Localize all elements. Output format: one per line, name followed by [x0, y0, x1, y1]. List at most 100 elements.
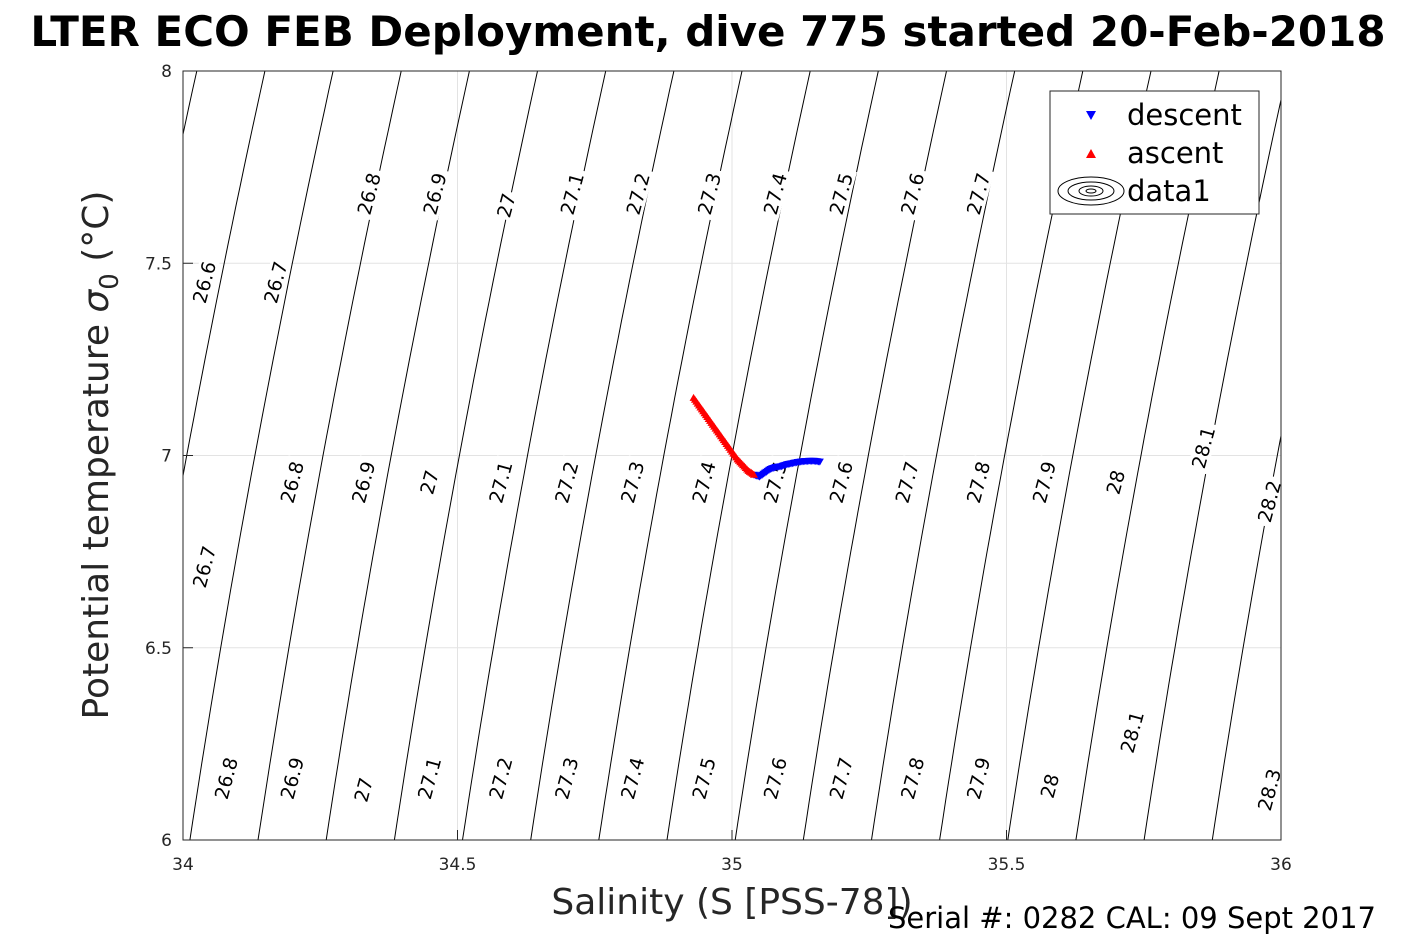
contour-label-bg-9 — [824, 167, 857, 221]
contour-label-bg-10 — [896, 167, 929, 221]
contour-label-bg-36 — [758, 751, 792, 805]
contour-label-14: 27 — [415, 466, 444, 499]
legend-descent-label: descent — [1127, 98, 1242, 132]
legend-ascent-marker — [1086, 149, 1096, 158]
contour-label-text-41: 28.1 — [1117, 709, 1149, 756]
contour-label-text-0: 26.6 — [189, 259, 221, 306]
contour-label-16: 27.2 — [550, 455, 583, 509]
contour-label-23: 27.9 — [1027, 455, 1061, 509]
contour-label-bg-16 — [550, 455, 583, 509]
contour-label-31: 27.1 — [413, 751, 446, 805]
contour-label-bg-38 — [896, 751, 929, 805]
contour-label-7: 27.3 — [692, 167, 726, 221]
contour-label-bg-20 — [824, 455, 857, 509]
contour-label-text-31: 27.1 — [414, 755, 446, 802]
contour-label-bg-8 — [758, 167, 792, 221]
contour-label-40: 28 — [1036, 769, 1064, 803]
contour-label-32: 27.2 — [484, 751, 518, 805]
contour-label-29: 26.9 — [275, 751, 309, 805]
contour-label-2: 26.8 — [352, 167, 386, 221]
contour-label-bg-35 — [687, 751, 720, 805]
y-tick-label-4: 8 — [161, 62, 172, 82]
contour-label-text-21: 27.7 — [892, 459, 924, 506]
contour-label-20: 27.6 — [824, 455, 858, 509]
contour-label-text-2: 26.8 — [354, 171, 386, 218]
x-tick-label-2: 35 — [721, 855, 743, 875]
y-tick-label-2: 7 — [161, 447, 172, 467]
contour-label-text-29: 26.9 — [277, 755, 309, 802]
contour-label-36: 27.6 — [758, 751, 792, 805]
contour-label-text-34: 27.4 — [617, 755, 649, 802]
contour-label-bg-14 — [415, 466, 443, 499]
contour-label-text-16: 27.2 — [551, 459, 583, 506]
contour-label-text-25: 28.1 — [1188, 425, 1220, 472]
contour-label-3: 26.9 — [418, 167, 452, 221]
x-tick-label-3: 35.5 — [988, 855, 1026, 875]
contour-label-bg-13 — [347, 455, 380, 509]
contour-label-text-17: 27.3 — [617, 459, 649, 506]
contour-label-bg-32 — [484, 751, 517, 805]
contour-label-bg-17 — [616, 455, 649, 509]
contour-label-22: 27.8 — [962, 455, 995, 509]
contour-label-33: 27.3 — [550, 751, 583, 805]
contour-label-bg-24 — [1102, 466, 1129, 499]
contour-label-10: 27.6 — [896, 167, 929, 221]
contour-label-bg-29 — [275, 751, 308, 805]
contour-label-38: 27.8 — [896, 751, 929, 805]
contour-label-bg-31 — [413, 751, 446, 805]
contour-line-12 — [871, 71, 1016, 840]
y-axis-label-symbol: σ — [76, 289, 117, 313]
contour-label-bg-15 — [484, 455, 517, 509]
legend-data1-label: data1 — [1127, 174, 1211, 208]
y-axis-label: Potential temperature σ0 (°C) — [76, 191, 125, 720]
contour-label-bg-39 — [962, 751, 995, 805]
contour-label-15: 27.1 — [484, 455, 518, 509]
x-axis-label: Salinity (S [PSS-78]) — [551, 882, 912, 923]
contour-label-text-18: 27.4 — [688, 459, 720, 506]
contour-label-bg-11 — [962, 167, 995, 221]
contour-label-bg-41 — [1115, 705, 1148, 759]
contour-label-text-38: 27.8 — [897, 755, 929, 802]
contour-line-17 — [1211, 433, 1281, 840]
contour-label-text-27: 26.7 — [189, 544, 221, 591]
x-axis-ticks: 34 34.5 35 35.5 36 — [172, 830, 1292, 875]
legend-contour-icon — [1057, 176, 1125, 206]
contour-label-text-13: 26.9 — [348, 459, 380, 506]
contour-label-bg-0 — [187, 255, 221, 309]
contour-label-bg-33 — [550, 751, 583, 805]
contour-label-bg-2 — [352, 167, 385, 221]
contour-label-text-8: 27.4 — [760, 171, 792, 218]
contour-label-18: 27.4 — [687, 455, 721, 509]
y-axis-label-unit: (°C) — [76, 191, 117, 274]
contour-label-12: 26.8 — [275, 455, 309, 509]
contour-label-text-23: 27.9 — [1029, 459, 1061, 506]
contour-label-4: 27 — [492, 189, 521, 222]
contour-label-text-22: 27.8 — [963, 459, 995, 506]
contour-label-bg-40 — [1036, 769, 1063, 803]
y-tick-label-1: 6.5 — [145, 639, 172, 659]
y-axis-label-main: Potential temperature — [76, 313, 117, 720]
contour-label-5: 27.1 — [555, 167, 589, 221]
contour-label-bg-18 — [687, 455, 720, 509]
contour-label-11: 27.7 — [962, 167, 995, 221]
contour-line-10 — [734, 71, 879, 840]
contour-label-bg-28 — [209, 751, 243, 805]
contour-label-28: 26.8 — [209, 751, 243, 805]
contour-label-text-12: 26.8 — [277, 459, 309, 506]
x-tick-label-4: 36 — [1270, 855, 1292, 875]
contour-label-bg-34 — [616, 751, 649, 805]
contour-label-text-36: 27.6 — [760, 755, 792, 802]
contour-label-bg-1 — [259, 255, 292, 309]
legend-descent-marker — [1086, 111, 1096, 120]
contour-label-bg-26 — [1252, 474, 1286, 529]
contour-label-39: 27.9 — [962, 751, 995, 805]
contour-label-text-11: 27.7 — [963, 171, 995, 218]
y-tick-label-3: 7.5 — [145, 254, 172, 274]
contour-label-bg-37 — [824, 751, 857, 805]
contour-label-35: 27.5 — [687, 751, 721, 805]
contour-label-8: 27.4 — [758, 167, 792, 221]
contour-label-6: 27.2 — [621, 167, 655, 221]
contour-label-text-39: 27.9 — [963, 755, 995, 802]
y-axis-ticks: 6 6.5 7 7.5 8 — [145, 62, 193, 851]
